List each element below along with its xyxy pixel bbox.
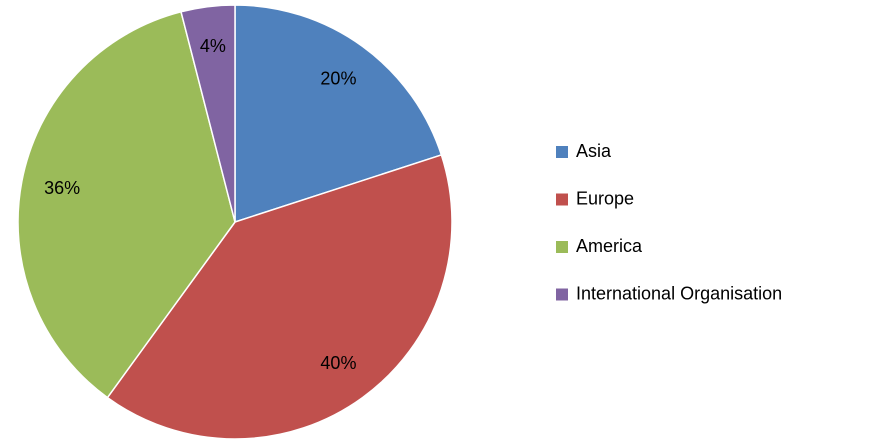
pie-slice [180,4,236,223]
data-label: 36% [44,178,80,198]
legend-swatch [556,193,568,206]
data-label: 40% [320,353,356,373]
legend-label: Asia [576,141,612,161]
pie-slice [17,10,236,399]
data-label: 20% [320,68,356,88]
legend-label: America [576,236,643,256]
legend-label: Europe [576,188,634,208]
legend-label: International Organisation [576,283,782,303]
pie-slice [106,153,453,440]
legend-swatch [556,288,568,301]
pie-slice [234,4,443,224]
data-label: 4% [200,36,226,56]
legend-swatch [556,241,568,253]
legend-swatch [556,146,568,158]
